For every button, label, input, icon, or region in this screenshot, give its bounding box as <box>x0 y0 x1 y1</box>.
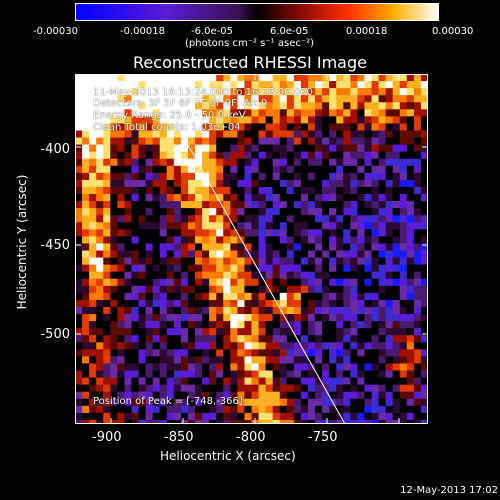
colorbar-tick: 0.00030 <box>432 26 474 37</box>
limb-line <box>147 74 346 424</box>
x-tick-label: -850 <box>164 430 194 445</box>
footer-date: 12-May-2013 17:02 <box>400 485 498 496</box>
y-tick-label: -400 <box>40 142 70 157</box>
info-energy: Energy Range: 25.0 - 50.0 keV <box>93 110 246 121</box>
plot-title: Reconstructed RHESSI Image <box>133 53 367 72</box>
info-clean: Clean Total counts: 1.03e+04 <box>93 122 241 133</box>
colorbar-tick: 6.0e-05 <box>270 26 309 37</box>
y-tick-label: -450 <box>40 238 70 253</box>
x-axis-label: Heliocentric X (arcsec) <box>160 449 296 463</box>
colorbar-tick: -0.00030 <box>33 26 78 37</box>
colorbar-tick: -0.00018 <box>120 26 165 37</box>
y-axis-label: Heliocentric Y (arcsec) <box>15 174 29 310</box>
x-tick-label: -900 <box>92 430 122 445</box>
colorbar-tick: -6.0e-05 <box>191 26 233 37</box>
plot-frame <box>75 74 428 424</box>
x-tick-label: -750 <box>308 430 338 445</box>
info-time: 11-May-2013 16:13:24.000 to 16:18:00.000 <box>93 87 313 98</box>
rhessi-image <box>75 74 428 424</box>
info-peak: Position of Peak = [-748,-366] <box>93 396 243 407</box>
x-tick-label: -800 <box>236 430 266 445</box>
colorbar <box>75 3 439 21</box>
colorbar-units: (photons cm⁻² s⁻¹ asec⁻²) <box>185 38 315 49</box>
colorbar-tick: 0.00018 <box>346 26 388 37</box>
y-tick-label: -500 <box>40 327 70 342</box>
info-detectors: Detectors: 3F 5F 6F 7F 8F 9F, Att 0 <box>93 98 268 109</box>
